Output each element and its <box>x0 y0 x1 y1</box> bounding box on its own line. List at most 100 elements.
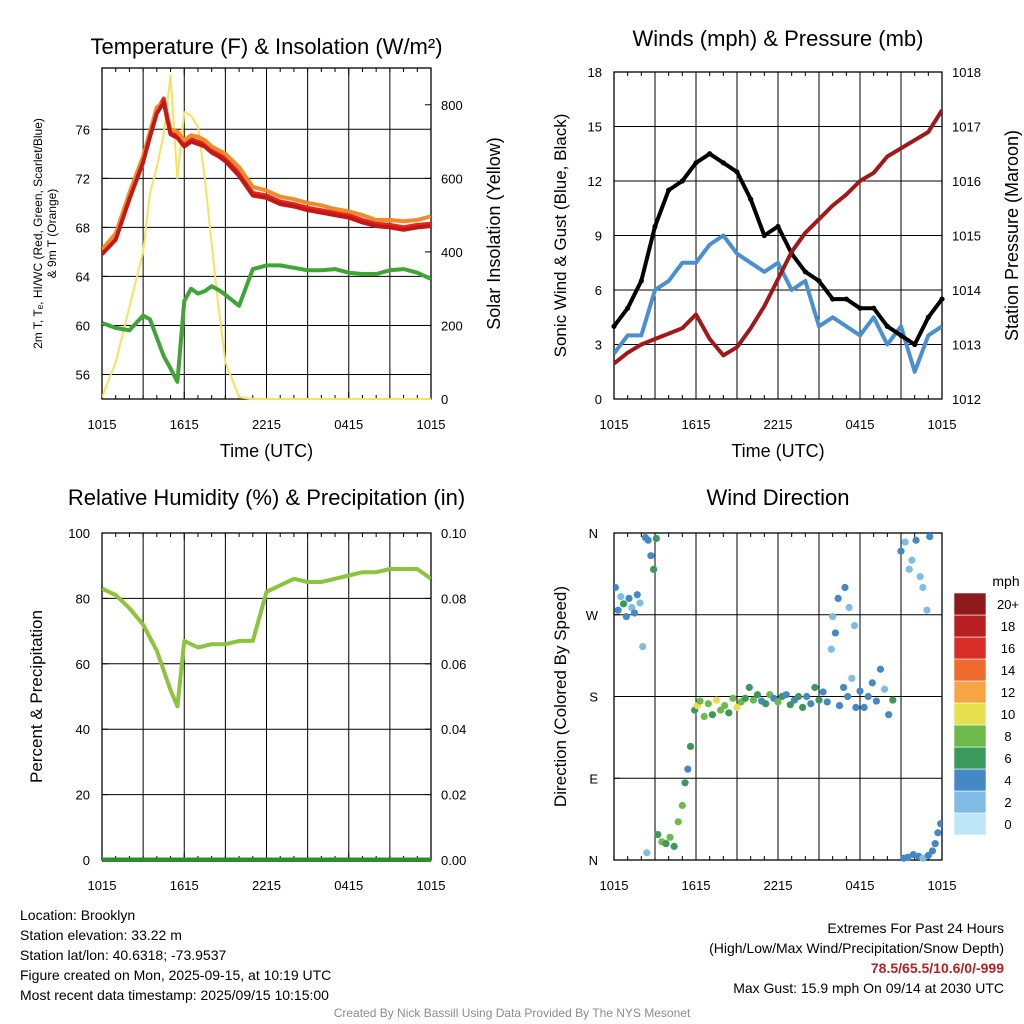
colorbar-label: 4 <box>1004 773 1011 788</box>
y2-tick-label: 0.10 <box>441 526 466 541</box>
x-tick-label: 1015 <box>88 417 117 432</box>
wind-direction-point <box>636 599 644 607</box>
y-tick-label: 72 <box>76 171 90 186</box>
wind-direction-point <box>897 547 905 555</box>
wind-direction-point <box>686 742 695 751</box>
y2-tick-label: 1015 <box>952 229 981 244</box>
wind-direction-point <box>848 674 856 682</box>
colorbar-label: 12 <box>1001 685 1015 700</box>
wind-direction-point <box>815 696 823 704</box>
y-tick-label: 40 <box>76 722 90 737</box>
wind-direction-point <box>782 691 790 699</box>
colorbar-title: mph <box>992 573 1019 589</box>
wind-direction-point <box>644 536 652 544</box>
colorbar: mph 0 2 4 6 8 10 12 14 16 18 20+ <box>953 573 1020 836</box>
wind-direction-point <box>934 829 942 837</box>
colorbar-label: 0 <box>1004 817 1011 832</box>
colorbar-swatch <box>953 746 987 770</box>
y-axis-label-line2: & 9m T (Orange) <box>45 189 59 279</box>
wind-direction-point <box>850 622 859 630</box>
gust-point <box>638 278 644 284</box>
y2-tick-label: 400 <box>441 245 463 260</box>
wind-direction-point <box>708 711 717 719</box>
wind-direction-point <box>860 703 868 712</box>
wind-direction-point <box>823 698 831 706</box>
chart-panel-3: 1015 1615 2215 0415 1015 Relative Humidity (%… <box>27 485 466 893</box>
chart-title: Relative Humidity (%) & Precipitation (i… <box>68 485 465 510</box>
wind-direction-point <box>926 533 934 541</box>
y2-tick-label: 1018 <box>952 65 981 80</box>
wind-direction-point <box>633 591 641 599</box>
wind-direction-point <box>630 609 639 617</box>
wind-direction-point <box>774 698 782 706</box>
wind-direction-point <box>643 849 651 857</box>
x-tick-label: 0415 <box>334 878 363 893</box>
y-tick-label: 15 <box>588 120 602 135</box>
gust-point <box>693 160 699 166</box>
chart-title: Winds (mph) & Pressure (mb) <box>633 26 924 51</box>
wind-direction-point <box>712 696 721 704</box>
colorbar-label: 16 <box>1001 641 1015 656</box>
wind-direction-point <box>829 612 837 621</box>
wind-direction-point <box>803 692 811 701</box>
wind-direction-point <box>905 565 913 573</box>
wind-direction-point <box>647 552 655 560</box>
x-tick-label: 2215 <box>764 878 793 893</box>
series-line-station-pressure <box>614 109 942 366</box>
wind-direction-point <box>662 840 670 848</box>
y2-tick-label: 0.02 <box>441 788 466 803</box>
y-axis-label: Percent & Precipitation <box>27 610 46 783</box>
wind-direction-point <box>725 709 733 717</box>
wind-direction-point <box>840 683 848 692</box>
gust-point <box>734 169 740 175</box>
y-tick-label: 80 <box>76 591 90 606</box>
wind-direction-point <box>674 818 682 826</box>
wind-direction-point <box>625 594 633 603</box>
x-tick-label: 0415 <box>846 417 875 432</box>
wind-direction-point <box>684 765 692 773</box>
wind-direction-point <box>753 691 762 699</box>
wind-direction-point <box>654 830 662 839</box>
station-info: Location: Brooklyn Station elevation: 33… <box>20 905 331 1005</box>
gust-point <box>652 223 658 230</box>
gust-point <box>748 196 754 202</box>
wind-direction-point <box>931 840 939 848</box>
colorbar-label: 6 <box>1004 751 1011 766</box>
y2-tick-label: 1012 <box>952 392 981 407</box>
y-axis-label: Direction (Colored By Speed) <box>551 586 570 807</box>
wind-direction-point <box>741 694 749 702</box>
colorbar-swatch <box>953 768 987 792</box>
x-tick-label: 2215 <box>252 417 281 432</box>
colorbar-swatch <box>953 812 987 836</box>
colorbar-label: 14 <box>1001 663 1015 678</box>
y-tick-label: 9 <box>595 229 602 244</box>
x-tick-label: 1615 <box>170 417 199 432</box>
wind-direction-point <box>852 703 860 712</box>
colorbar-label: 8 <box>1004 729 1011 744</box>
wind-direction-point <box>864 692 872 701</box>
y-tick-label: 0 <box>83 853 90 868</box>
wind-direction-point <box>670 842 678 850</box>
gust-point <box>912 341 918 348</box>
x-tick-label: 2215 <box>252 878 281 893</box>
gust-point <box>898 332 904 339</box>
x-tick-label: 2215 <box>764 417 793 432</box>
colorbar-swatch <box>953 614 987 638</box>
extremes-values: 78.5/65.5/10.6/0/-999 <box>870 960 1004 976</box>
chart-panel-2: 1015 1615 2215 0415 1015 Winds (mph) & Pressu… <box>551 26 1022 461</box>
colorbar-swatch <box>953 724 987 748</box>
wind-direction-point <box>696 697 704 705</box>
y2-tick-label: 0.00 <box>441 853 466 868</box>
wind-direction-point <box>811 683 819 692</box>
x-tick-label: 1015 <box>600 878 629 893</box>
gust-point <box>720 160 726 166</box>
x-tick-label: 1015 <box>417 417 446 432</box>
y-tick-label: 76 <box>76 122 90 137</box>
wind-direction-point <box>844 692 852 701</box>
x-axis-label: Time (UTC) <box>220 441 313 461</box>
series-line-solar-insolation <box>102 74 431 400</box>
y-tick-label: 60 <box>76 657 90 672</box>
wind-direction-point <box>845 603 853 612</box>
y-tick-label: 100 <box>68 526 90 541</box>
